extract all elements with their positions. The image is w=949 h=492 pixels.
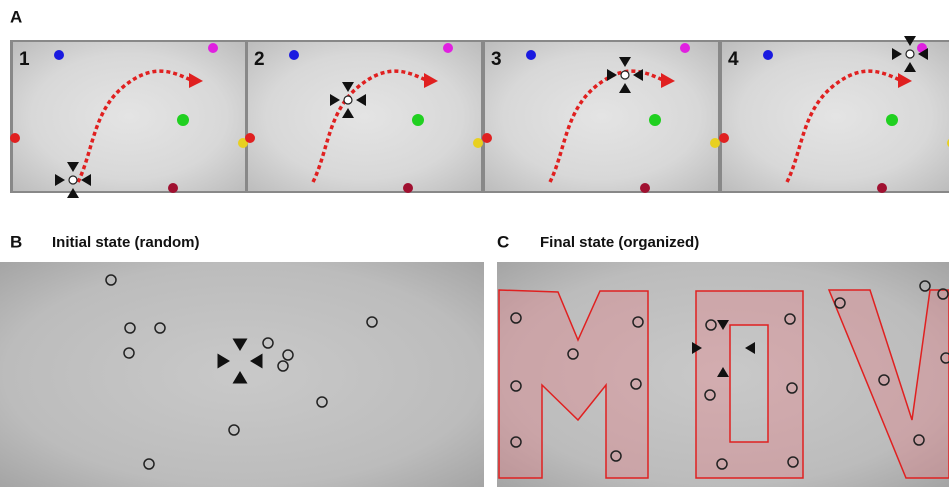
frame-number: 2 <box>254 49 265 70</box>
panel-label: B <box>10 232 22 251</box>
frame: 3 <box>482 42 720 193</box>
image-b <box>0 262 484 487</box>
frame-number: 1 <box>19 49 30 70</box>
panel-title: Final state (organized) <box>540 234 699 251</box>
frame: 4 <box>719 35 949 193</box>
frame: 2 <box>245 42 483 193</box>
frame-number: 3 <box>491 49 502 70</box>
panel-title: Initial state (random) <box>52 234 200 251</box>
image-c <box>497 262 949 487</box>
panel-label: A <box>10 7 22 26</box>
frame-number: 4 <box>728 49 739 70</box>
frame: 1 <box>10 42 248 199</box>
panel-label: C <box>497 232 509 251</box>
